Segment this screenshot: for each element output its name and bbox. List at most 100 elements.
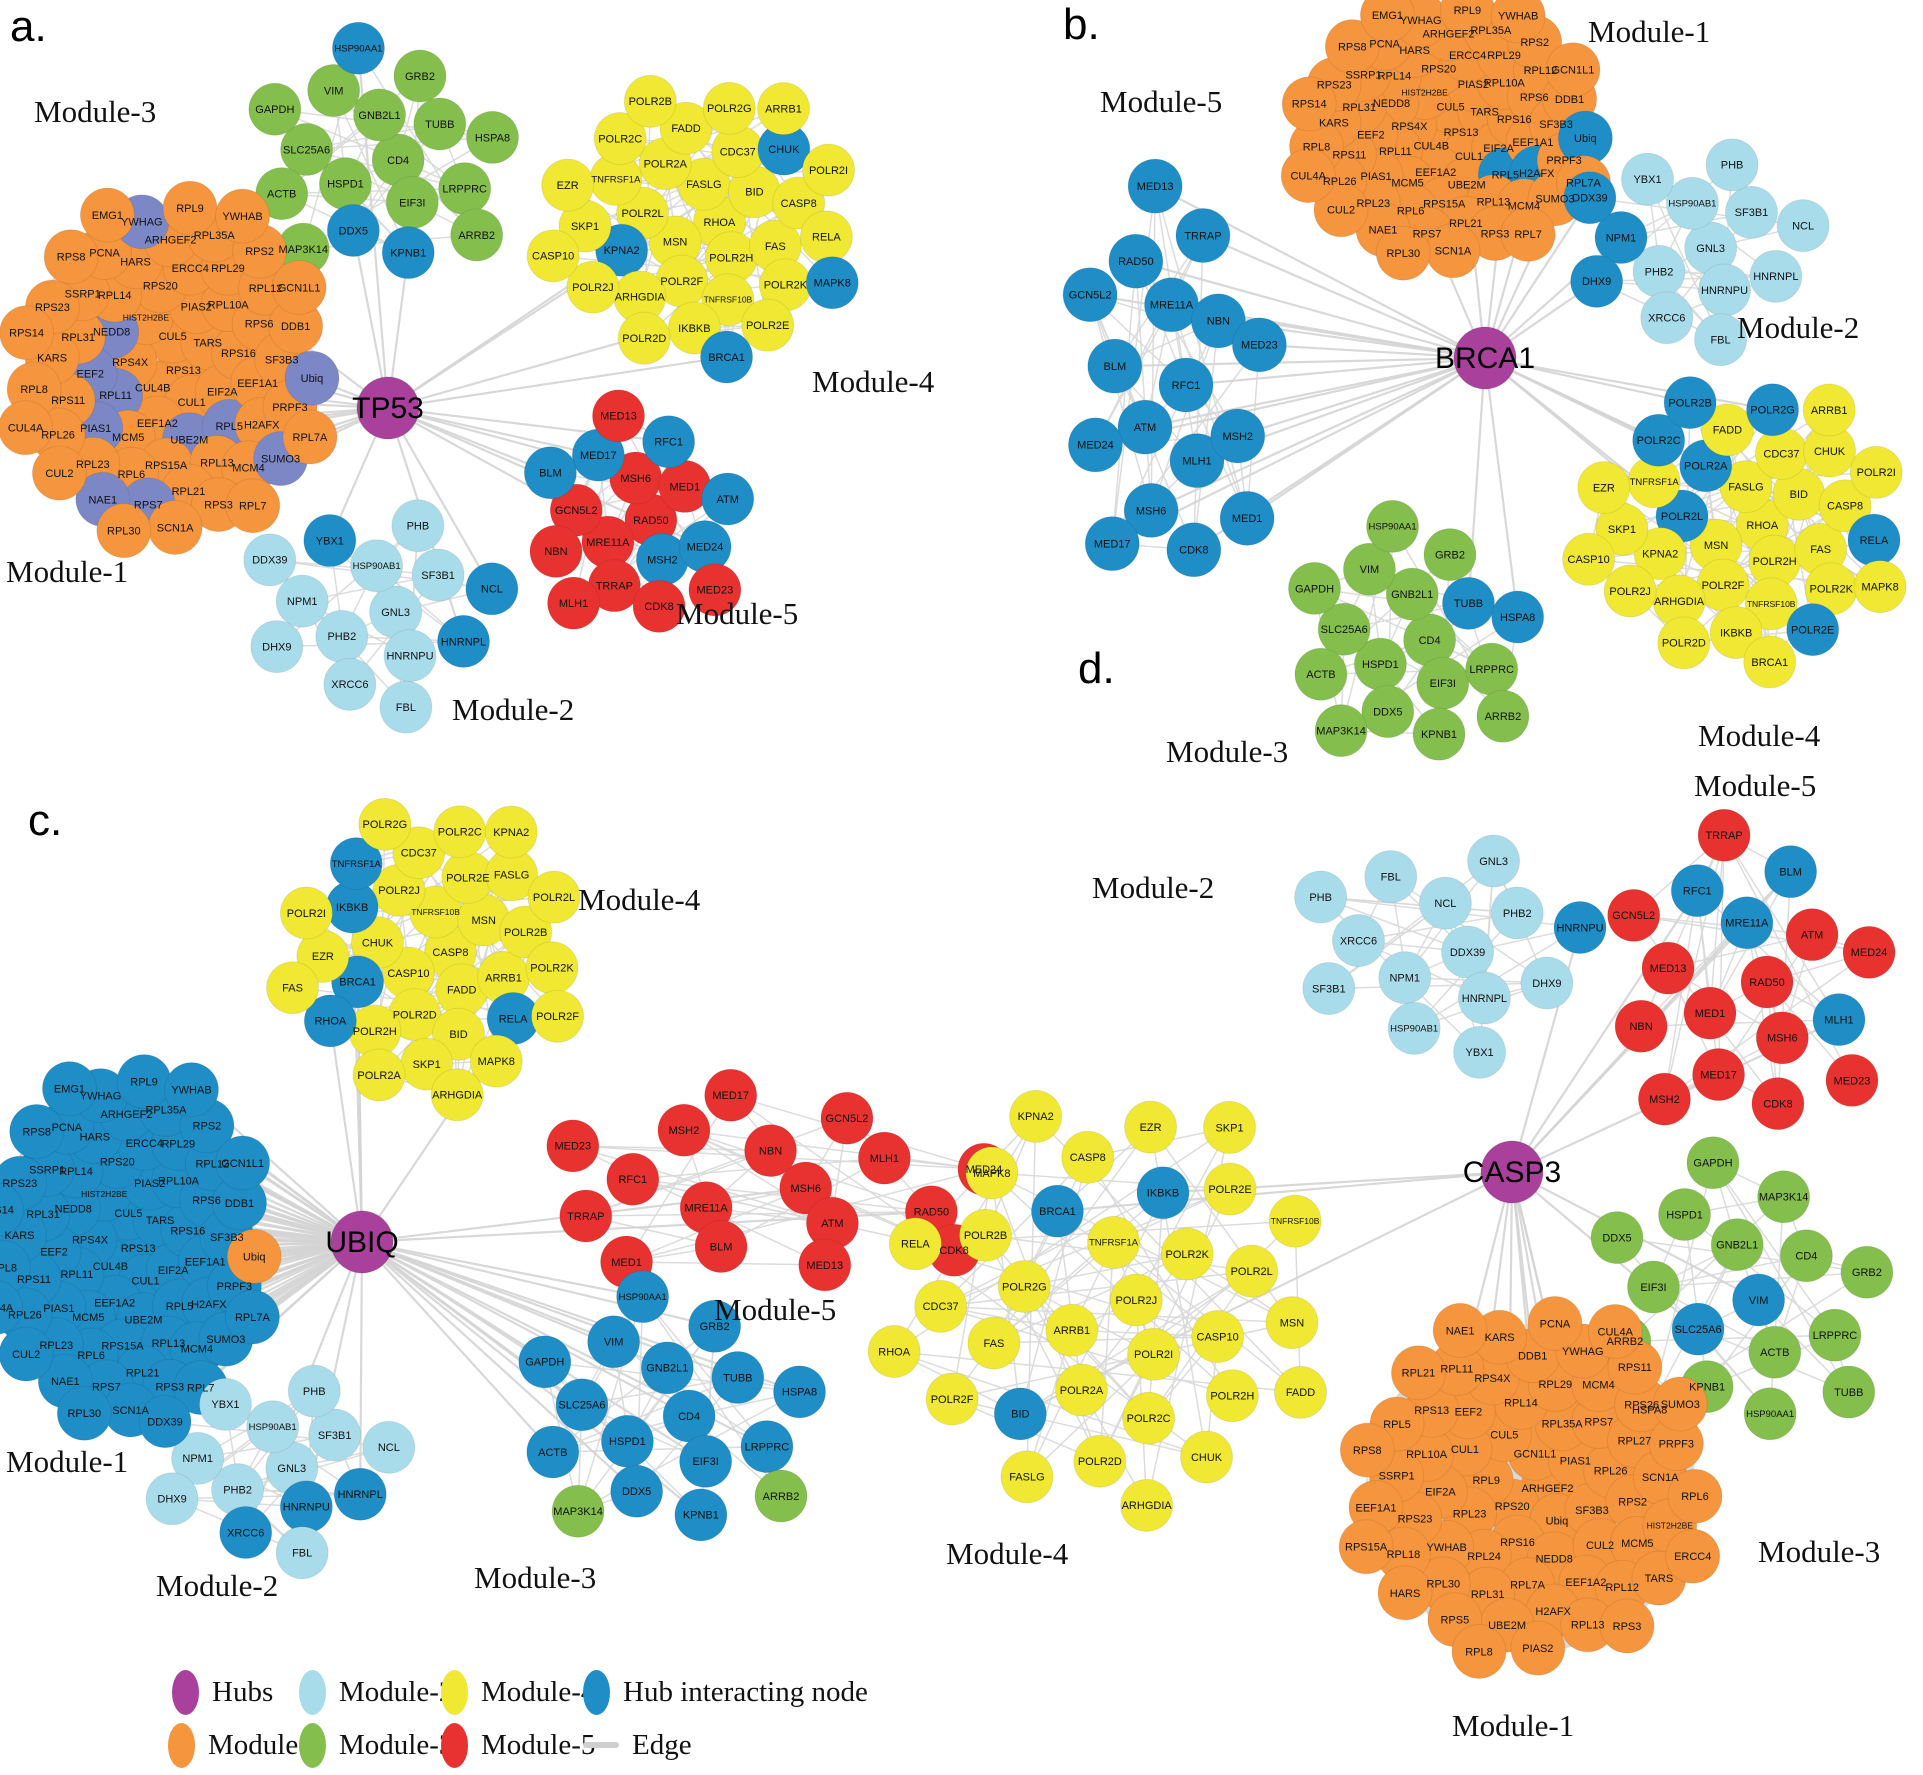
node-HSPD1[interactable]	[1658, 1188, 1712, 1242]
node-CDK8[interactable]	[1166, 522, 1222, 578]
node-GCN5L2[interactable]	[1062, 267, 1118, 323]
node-POLR2A[interactable]	[1055, 1363, 1109, 1417]
node-GAPDH[interactable]	[1288, 561, 1342, 615]
node-PCNA[interactable]	[1527, 1295, 1583, 1351]
node-RPL30[interactable]	[96, 503, 152, 559]
node-TNFRSF1A[interactable]	[329, 837, 383, 891]
node-MED1[interactable]	[1683, 986, 1737, 1040]
node-MED13[interactable]	[1127, 158, 1183, 214]
node-EMG1[interactable]	[41, 1061, 97, 1117]
node-EZR[interactable]	[1577, 461, 1631, 515]
node-RPL7A[interactable]	[224, 1289, 280, 1345]
node-NBN[interactable]	[1614, 999, 1668, 1053]
node-DHX9[interactable]	[1520, 956, 1574, 1010]
node-CASP10[interactable]	[1562, 532, 1616, 586]
node-XRCC6[interactable]	[219, 1505, 273, 1559]
node-CASP10[interactable]	[526, 229, 580, 283]
node-CASP8[interactable]	[1818, 479, 1872, 533]
node-POLR2E[interactable]	[741, 298, 795, 352]
hub-node-CASP3[interactable]	[1480, 1140, 1544, 1204]
node-CDK8[interactable]	[632, 579, 686, 633]
node-CDK8[interactable]	[1751, 1077, 1805, 1131]
node-RPS8[interactable]	[9, 1103, 65, 1159]
node-CDC37[interactable]	[914, 1279, 968, 1333]
node-NCL[interactable]	[465, 562, 519, 616]
node-POLR2G[interactable]	[358, 797, 412, 851]
node-POLR2J[interactable]	[1603, 564, 1657, 618]
node-TRRAP[interactable]	[1697, 808, 1751, 862]
node-HSP90AB1[interactable]	[1387, 1001, 1441, 1055]
node-GNB2L1[interactable]	[1385, 567, 1439, 621]
hub-node-TP53[interactable]	[356, 376, 420, 440]
node-RPL7[interactable]	[225, 478, 281, 534]
node-SLC25A6[interactable]	[1317, 602, 1371, 656]
node-MED23[interactable]	[1825, 1053, 1879, 1107]
node-EMG1[interactable]	[1359, 0, 1415, 43]
node-XRCC6[interactable]	[1640, 291, 1694, 345]
node-GCN5L2[interactable]	[1607, 888, 1661, 942]
node-PIAS2[interactable]	[1510, 1620, 1566, 1676]
node-BID[interactable]	[993, 1387, 1047, 1441]
node-KPNA2[interactable]	[484, 805, 538, 859]
node-TUBB[interactable]	[1822, 1365, 1876, 1419]
node-TUBB[interactable]	[1441, 576, 1495, 630]
node-FASLG[interactable]	[1000, 1450, 1054, 1504]
node-ARRB2[interactable]	[450, 208, 504, 262]
node-EZR[interactable]	[1124, 1100, 1178, 1154]
node-FBL[interactable]	[1694, 313, 1748, 367]
node-CUL2[interactable]	[31, 445, 87, 501]
node-GCN1L1[interactable]	[1545, 42, 1601, 98]
node-MED17[interactable]	[704, 1068, 758, 1122]
node-DDX39[interactable]	[1441, 925, 1495, 979]
node-KPNB1[interactable]	[1412, 707, 1466, 761]
node-RPS14[interactable]	[0, 305, 55, 361]
node-NPM1[interactable]	[171, 1431, 225, 1485]
node-BLM[interactable]	[523, 446, 577, 500]
node-GCN1L1[interactable]	[271, 259, 327, 315]
node-XRCC6[interactable]	[1331, 914, 1385, 968]
node-ARHGDIA[interactable]	[1120, 1478, 1174, 1532]
node-ARRB2[interactable]	[754, 1469, 808, 1523]
node-DDX39[interactable]	[138, 1395, 192, 1449]
node-RPS14[interactable]	[1281, 76, 1337, 132]
node-RAD50[interactable]	[1108, 233, 1164, 289]
node-FAS[interactable]	[967, 1316, 1021, 1370]
node-VIM[interactable]	[1342, 542, 1396, 596]
node-NPM1[interactable]	[1378, 951, 1432, 1005]
node-MED13[interactable]	[592, 389, 646, 443]
node-FADD[interactable]	[1700, 403, 1754, 457]
node-KPNA2[interactable]	[1009, 1089, 1063, 1143]
node-RPL7A[interactable]	[282, 409, 338, 465]
hub-node-BRCA1[interactable]	[1453, 326, 1517, 390]
node-RFC1[interactable]	[606, 1152, 660, 1206]
node-NBN[interactable]	[529, 524, 583, 578]
node-MLH1[interactable]	[547, 576, 601, 630]
node-DDX39[interactable]	[1563, 171, 1617, 225]
node-CUL4A[interactable]	[1587, 1303, 1643, 1359]
node-BRCA1[interactable]	[700, 330, 754, 384]
node-VIM[interactable]	[587, 1315, 641, 1369]
node-LRPPRC[interactable]	[1808, 1308, 1862, 1362]
node-POLR2I[interactable]	[1849, 445, 1903, 499]
node-ERCC4[interactable]	[1665, 1528, 1721, 1584]
node-CASP8[interactable]	[1061, 1130, 1115, 1184]
node-NPM1[interactable]	[1594, 211, 1648, 265]
node-HSP90AB1[interactable]	[246, 1400, 300, 1454]
node-HNRNPL[interactable]	[1457, 971, 1511, 1025]
node-DDX5[interactable]	[1590, 1211, 1644, 1265]
node-HSP90AA1[interactable]	[1743, 1387, 1797, 1441]
node-RPL21[interactable]	[1390, 1345, 1446, 1401]
node-KPNA2[interactable]	[1633, 527, 1687, 581]
node-POLR2K[interactable]	[1160, 1227, 1214, 1281]
node-TNFRSF10B[interactable]	[1744, 577, 1798, 631]
node-POLR2I[interactable]	[279, 886, 333, 940]
node-POLR2C[interactable]	[593, 111, 647, 165]
node-TRRAP[interactable]	[559, 1189, 613, 1243]
node-SLC25A6[interactable]	[1671, 1302, 1725, 1356]
node-MSH2[interactable]	[657, 1103, 711, 1157]
node-YWHAB[interactable]	[215, 188, 271, 244]
node-HSP90AB1[interactable]	[350, 539, 404, 593]
node-ATM[interactable]	[1785, 908, 1839, 962]
node-POLR2D[interactable]	[1657, 616, 1711, 670]
node-POLR2B[interactable]	[499, 905, 553, 959]
